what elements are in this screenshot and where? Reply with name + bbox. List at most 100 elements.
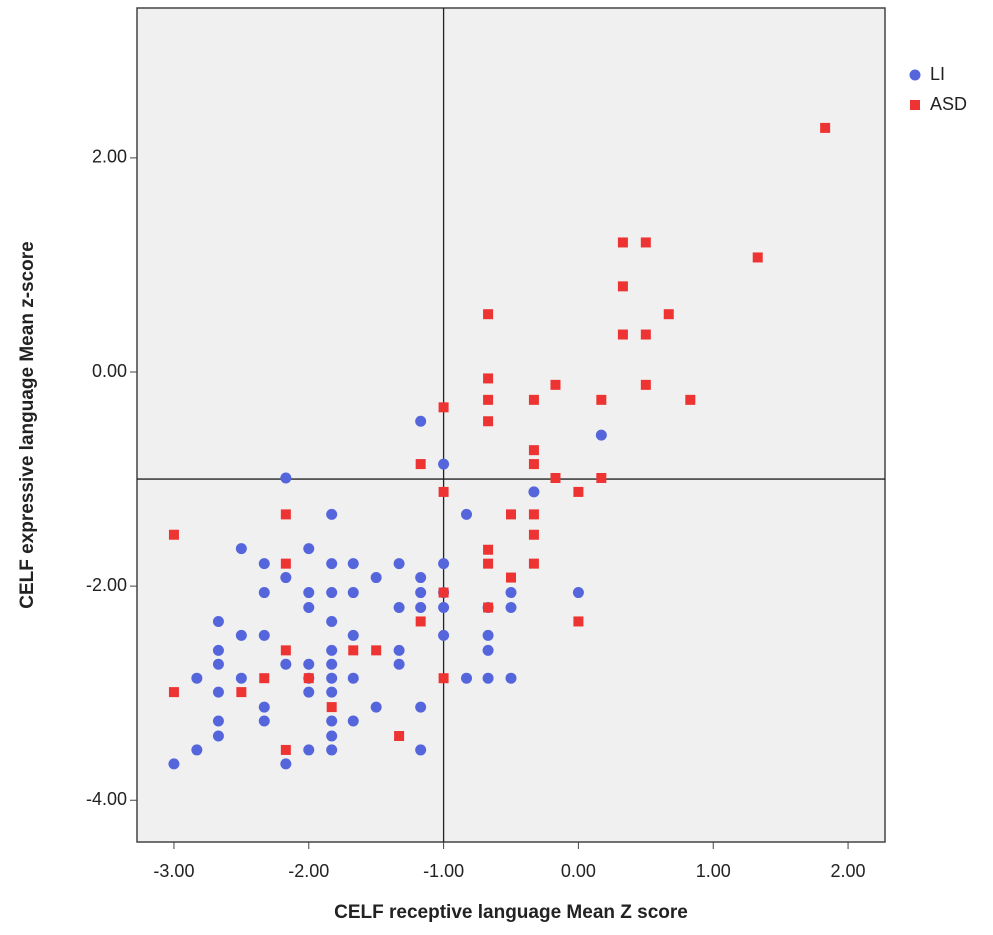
- data-point: [393, 644, 405, 656]
- data-point: [303, 587, 315, 599]
- data-point: [505, 672, 517, 684]
- data-point: [326, 558, 338, 570]
- data-point: [326, 702, 337, 713]
- data-point: [303, 543, 315, 555]
- data-point: [280, 572, 292, 584]
- data-point: [528, 486, 540, 498]
- x-tick-label: 1.00: [696, 861, 731, 881]
- data-point: [506, 509, 516, 520]
- data-point: [663, 309, 674, 320]
- data-point: [438, 602, 450, 614]
- data-point: [347, 715, 359, 727]
- data-point: [483, 558, 494, 569]
- data-point: [415, 572, 427, 584]
- data-point: [438, 486, 449, 497]
- data-point: [483, 544, 494, 555]
- data-point: [528, 459, 539, 470]
- data-point: [640, 329, 651, 340]
- data-point: [326, 730, 338, 742]
- data-point: [528, 394, 539, 405]
- data-point: [573, 486, 584, 497]
- data-point: [347, 558, 359, 570]
- data-point: [596, 394, 607, 405]
- data-point: [415, 602, 427, 614]
- data-point: [303, 744, 315, 756]
- data-point: [505, 587, 517, 599]
- data-point: [506, 572, 516, 583]
- data-point: [550, 472, 561, 483]
- y-tick-label: -2.00: [86, 575, 127, 595]
- y-tick-label: -4.00: [86, 789, 127, 809]
- data-point: [326, 744, 338, 756]
- data-point: [596, 472, 607, 483]
- data-point: [168, 529, 179, 540]
- plot-area: [136, 7, 886, 843]
- data-point: [326, 644, 338, 656]
- data-point: [280, 658, 292, 670]
- legend-label: ASD: [930, 94, 967, 114]
- data-point: [259, 673, 270, 684]
- data-point: [303, 658, 315, 670]
- data-point: [303, 686, 315, 698]
- x-tick-label: 2.00: [831, 861, 866, 881]
- data-point: [347, 672, 359, 684]
- legend-label: LI: [930, 64, 945, 84]
- data-point: [280, 744, 291, 755]
- data-point: [280, 558, 291, 569]
- data-point: [347, 629, 359, 641]
- data-point: [258, 715, 270, 727]
- data-point: [528, 529, 539, 540]
- data-point: [483, 373, 494, 384]
- data-point: [415, 616, 426, 627]
- data-point: [212, 730, 224, 742]
- data-point: [326, 686, 338, 698]
- data-point: [528, 445, 539, 456]
- data-point: [617, 281, 628, 292]
- data-point: [280, 645, 291, 656]
- data-point: [685, 394, 696, 405]
- data-point: [347, 587, 359, 599]
- data-point: [168, 687, 179, 698]
- data-point: [326, 587, 338, 599]
- data-point: [393, 558, 405, 570]
- data-point: [280, 509, 291, 520]
- data-point: [617, 329, 628, 340]
- data-point: [595, 429, 607, 441]
- data-point: [212, 615, 224, 627]
- data-point: [348, 645, 359, 656]
- data-point: [438, 673, 449, 684]
- data-point: [393, 602, 405, 614]
- y-axis-title: CELF expressive language Mean z-score: [17, 241, 38, 608]
- data-point: [258, 558, 270, 570]
- data-point: [212, 715, 224, 727]
- data-point: [393, 658, 405, 670]
- data-point: [461, 672, 473, 684]
- legend-marker: [910, 100, 920, 110]
- data-point: [505, 602, 517, 614]
- data-point: [303, 673, 314, 684]
- data-point: [258, 701, 270, 713]
- data-point: [326, 508, 338, 520]
- data-point: [438, 629, 450, 641]
- data-point: [212, 658, 224, 670]
- data-point: [483, 602, 494, 613]
- data-point: [528, 558, 539, 569]
- y-tick-label: 2.00: [92, 147, 127, 167]
- data-point: [235, 672, 247, 684]
- data-point: [483, 394, 494, 405]
- data-point: [258, 587, 270, 599]
- data-point: [438, 402, 449, 413]
- data-point: [752, 252, 763, 263]
- data-point: [326, 615, 338, 627]
- data-point: [820, 122, 831, 133]
- data-point: [528, 509, 539, 520]
- data-point: [572, 587, 584, 599]
- data-point: [483, 416, 494, 427]
- x-tick-label: -2.00: [288, 861, 329, 881]
- data-point: [326, 715, 338, 727]
- data-point: [168, 758, 180, 770]
- data-point: [438, 587, 449, 598]
- data-point: [550, 379, 561, 390]
- x-tick-label: 0.00: [561, 861, 596, 881]
- data-point: [415, 701, 427, 713]
